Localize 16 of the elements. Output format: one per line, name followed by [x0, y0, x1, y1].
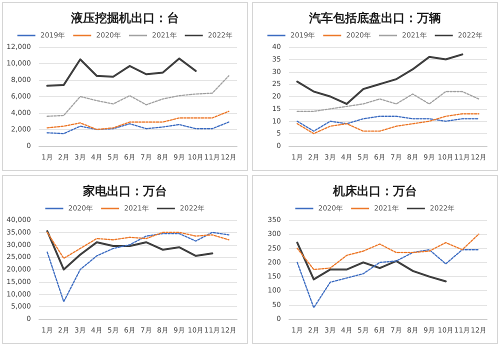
line-series — [296, 242, 447, 282]
line-series — [296, 249, 480, 308]
line-series — [46, 232, 230, 302]
line-series — [296, 233, 480, 270]
chart-title: 液压挖掘机出口：台 — [70, 11, 179, 25]
line-series — [46, 58, 197, 87]
chart-title: 家电出口：万台 — [82, 184, 167, 198]
line-series — [46, 230, 214, 270]
line-series — [296, 53, 464, 105]
line-series — [296, 90, 480, 112]
line-series — [46, 75, 230, 117]
line-series — [46, 110, 230, 130]
chart-title: 机床出口：万台 — [332, 184, 417, 198]
line-series — [46, 121, 230, 134]
line-series — [46, 232, 230, 260]
chart-title: 汽车包括底盘出口：万辆 — [308, 11, 441, 25]
